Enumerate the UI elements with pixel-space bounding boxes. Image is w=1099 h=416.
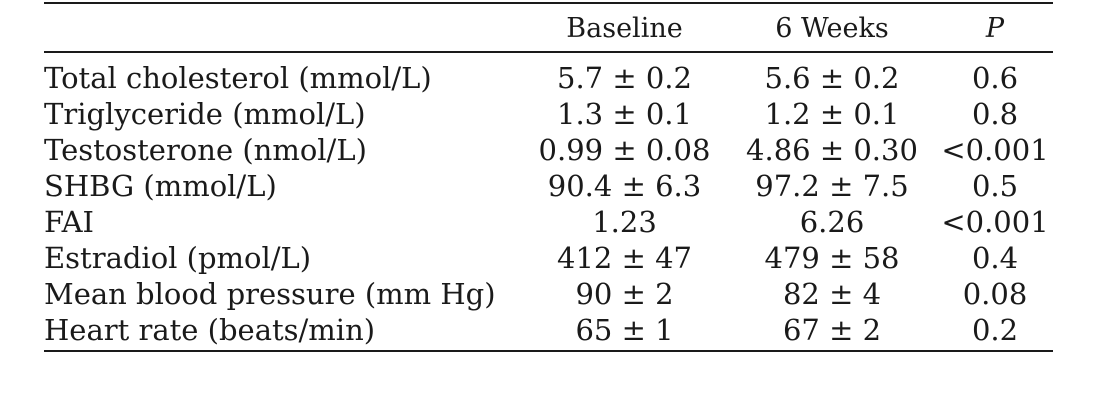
- row-baseline: 65 ± 1: [575, 313, 674, 347]
- table-row: Total cholesterol (mmol/L) 5.7 ± 0.2 5.6…: [44, 54, 1053, 96]
- row-p-value: <0.001: [941, 133, 1049, 167]
- row-label: FAI: [44, 205, 94, 239]
- row-6-weeks: 4.86 ± 0.30: [746, 133, 918, 167]
- row-p-value: 0.08: [962, 277, 1028, 311]
- row-baseline: 90 ± 2: [575, 277, 674, 311]
- row-6-weeks: 82 ± 4: [782, 277, 882, 311]
- row-p-value: 0.8: [971, 97, 1019, 131]
- row-p-value: 0.2: [971, 313, 1019, 347]
- row-6-weeks: 67 ± 2: [782, 313, 882, 347]
- data-table: Baseline 6 Weeks P Total cholesterol (mm…: [44, 0, 1053, 348]
- row-6-weeks: 97.2 ± 7.5: [755, 169, 909, 203]
- table-top-rule: [44, 2, 1053, 4]
- header-baseline: Baseline: [566, 13, 683, 44]
- row-6-weeks: 479 ± 58: [764, 241, 900, 275]
- row-baseline: 1.23: [592, 205, 657, 239]
- row-label: Testosterone (nmol/L): [44, 133, 367, 167]
- table-header-rule: [44, 51, 1053, 53]
- row-baseline: 0.99 ± 0.08: [538, 133, 711, 167]
- row-label: Heart rate (beats/min): [44, 313, 376, 347]
- table-row: FAI 1.23 6.26 <0.001: [44, 204, 1053, 240]
- row-6-weeks: 5.6 ± 0.2: [764, 61, 900, 95]
- row-label: Mean blood pressure (mm Hg): [44, 277, 496, 311]
- row-baseline: 412 ± 47: [557, 241, 692, 275]
- table-bottom-rule: [44, 350, 1053, 352]
- row-label: Estradiol (pmol/L): [44, 241, 312, 275]
- row-p-value: 0.6: [971, 61, 1019, 95]
- row-label: Total cholesterol (mmol/L): [44, 61, 432, 95]
- table-row: Testosterone (nmol/L) 0.99 ± 0.08 4.86 ±…: [44, 132, 1053, 168]
- row-6-weeks: 1.2 ± 0.1: [764, 97, 900, 131]
- row-label: Triglyceride (mmol/L): [44, 97, 366, 131]
- row-p-value: <0.001: [941, 205, 1049, 239]
- table-row: Mean blood pressure (mm Hg) 90 ± 2 82 ± …: [44, 276, 1053, 312]
- table-body: Total cholesterol (mmol/L) 5.7 ± 0.2 5.6…: [44, 54, 1053, 348]
- header-label: [44, 0, 522, 54]
- table-header: Baseline 6 Weeks P: [44, 0, 1053, 54]
- row-label: SHBG (mmol/L): [44, 169, 277, 203]
- row-baseline: 90.4 ± 6.3: [547, 169, 702, 203]
- table-row: Heart rate (beats/min) 65 ± 1 67 ± 2 0.2: [44, 312, 1053, 348]
- row-6-weeks: 6.26: [799, 205, 865, 239]
- row-baseline: 5.7 ± 0.2: [557, 61, 692, 95]
- table-row: Triglyceride (mmol/L) 1.3 ± 0.1 1.2 ± 0.…: [44, 96, 1053, 132]
- header-6-weeks: 6 Weeks: [775, 13, 889, 44]
- table-row: SHBG (mmol/L) 90.4 ± 6.3 97.2 ± 7.5 0.5: [44, 168, 1053, 204]
- row-baseline: 1.3 ± 0.1: [557, 97, 692, 131]
- table-row: Estradiol (pmol/L) 412 ± 47 479 ± 58 0.4: [44, 240, 1053, 276]
- header-row: Baseline 6 Weeks P: [44, 0, 1053, 54]
- row-p-value: 0.5: [971, 169, 1019, 203]
- row-p-value: 0.4: [971, 241, 1019, 275]
- header-p-value: P: [985, 13, 1005, 44]
